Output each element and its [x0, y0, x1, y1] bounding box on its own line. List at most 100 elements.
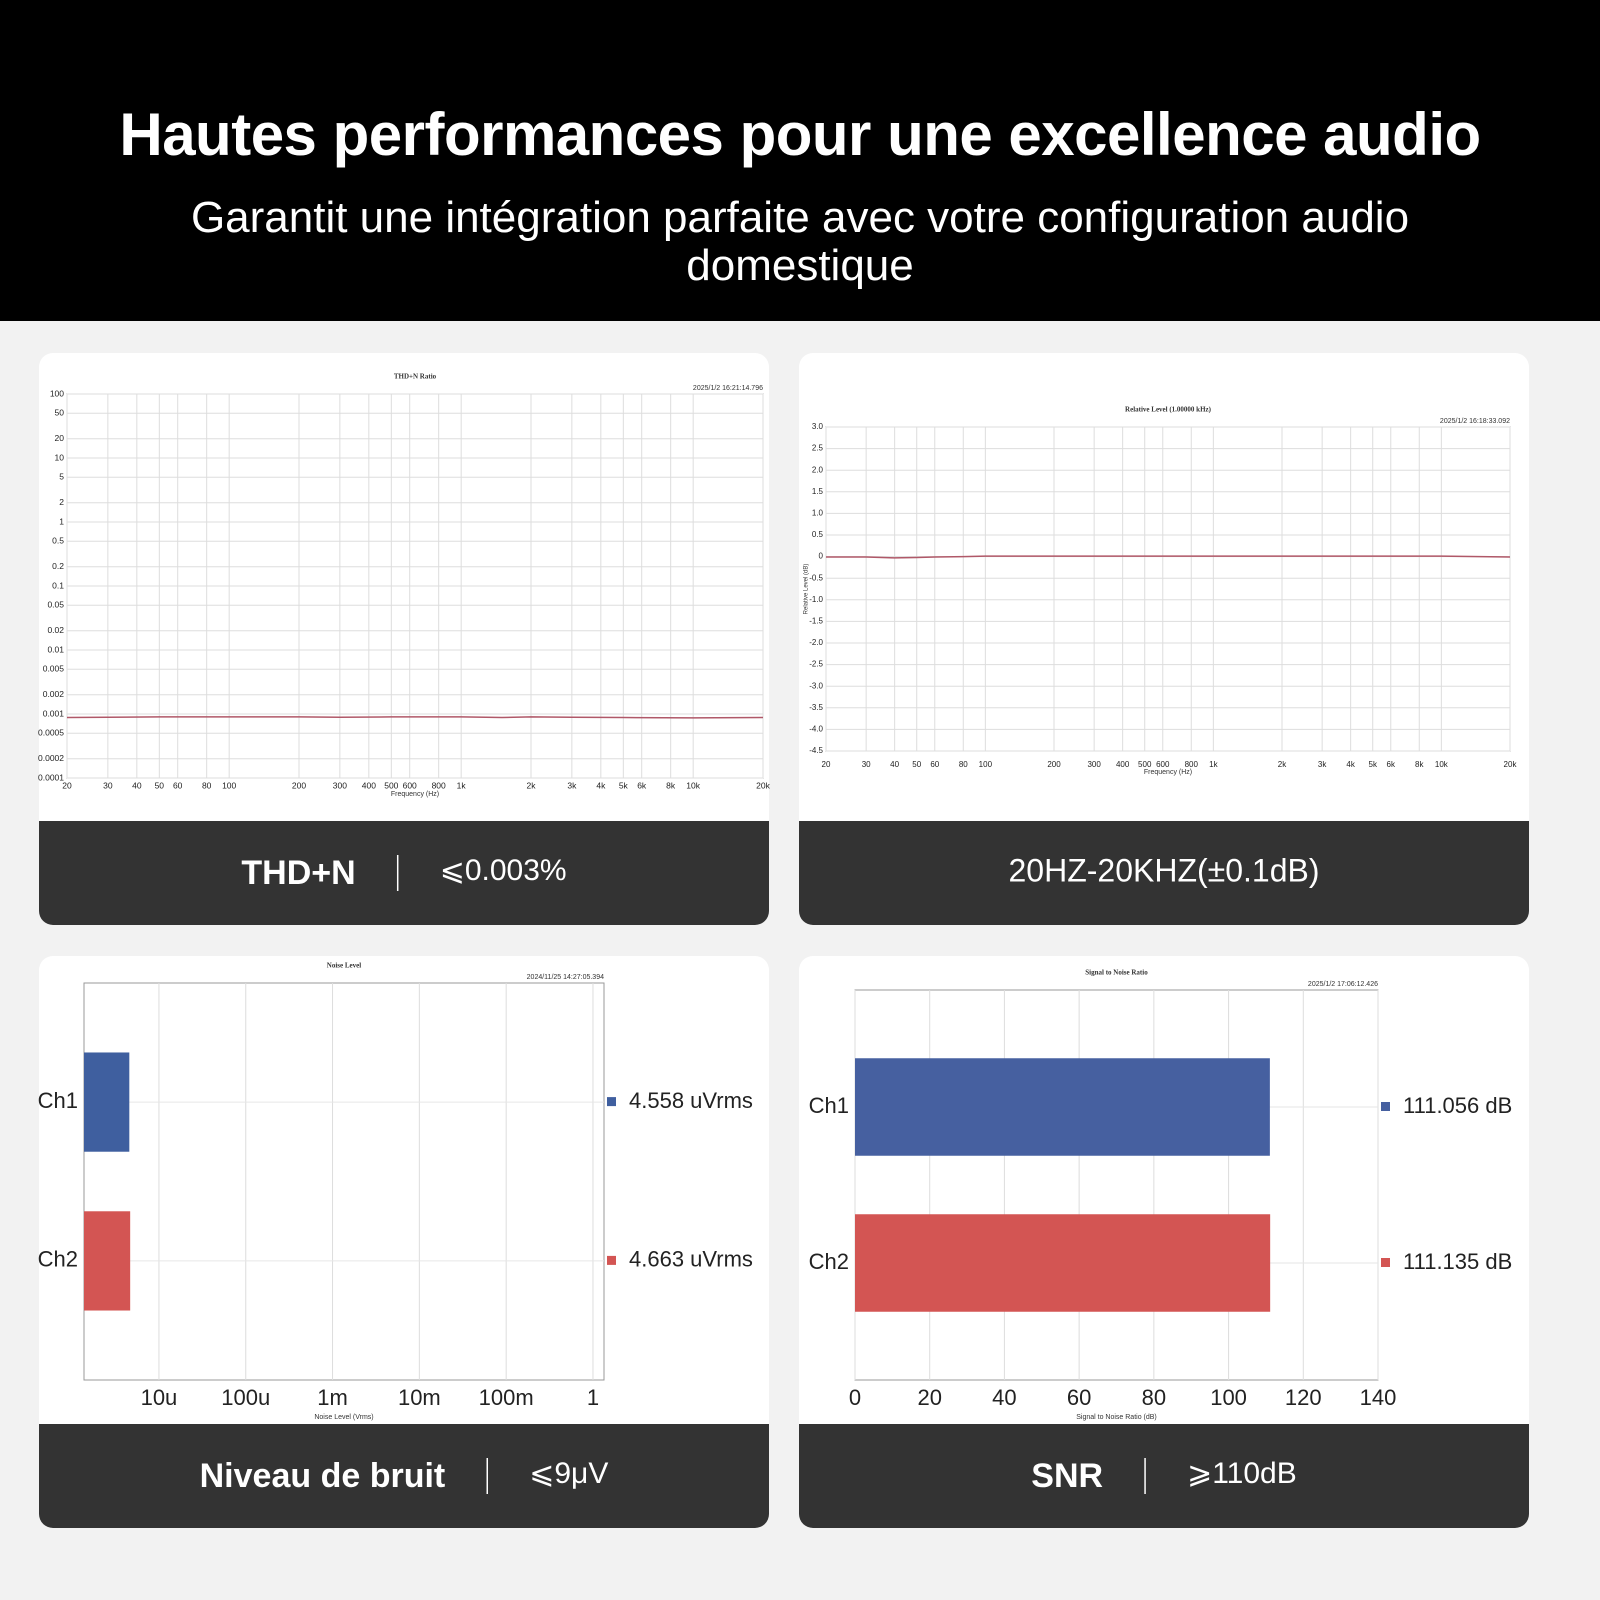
x-tick-label: 800	[432, 780, 446, 790]
x-tick-label: 100u	[221, 1385, 270, 1410]
caption-value: 20HZ-20KHZ(±0.1dB)	[1009, 852, 1320, 888]
category-label: Ch1	[809, 1093, 849, 1118]
x-tick-label: 1k	[457, 780, 467, 790]
x-tick-label: 8k	[666, 780, 676, 790]
legend-swatch	[1381, 1258, 1390, 1267]
x-tick-label: 6k	[1387, 760, 1396, 769]
line	[66, 716, 764, 719]
y-tick-label: 0.02	[47, 625, 64, 635]
x-tick-label: 100	[979, 760, 993, 769]
caption-label: Niveau de bruit	[200, 1457, 446, 1495]
category-label: Ch2	[809, 1249, 849, 1274]
x-tick-label: 2k	[1278, 760, 1287, 769]
x-tick-label: 50	[912, 760, 921, 769]
caption-bar	[799, 1424, 1529, 1528]
legend-swatch	[607, 1097, 616, 1107]
x-tick-label: 300	[1087, 760, 1101, 769]
caption-value: ⩾110dB	[1187, 1457, 1297, 1490]
y-tick-label: 10	[55, 452, 65, 462]
timestamp: 2025/1/2 16:18:33.092	[1440, 418, 1510, 425]
y-tick-label: -4.5	[809, 746, 823, 755]
x-tick-label: 8k	[1415, 760, 1424, 769]
x-tick-label: 40	[132, 780, 142, 790]
x-tick-label: 20k	[1504, 760, 1518, 769]
category-label: Ch1	[38, 1088, 78, 1113]
x-tick-label: 100	[222, 780, 236, 790]
x-tick-label: 40	[992, 1385, 1016, 1410]
x-tick-label: 20	[62, 780, 72, 790]
x-tick-label: 3k	[567, 780, 577, 790]
x-tick-label: 20k	[756, 780, 770, 790]
y-tick-label: 2	[59, 497, 64, 507]
x-tick-label: 500	[1138, 760, 1152, 769]
y-tick-label: -1.0	[809, 595, 823, 604]
x-tick-label: 4k	[1346, 760, 1355, 769]
x-tick-label: 50	[155, 780, 165, 790]
x-tick-label: 6k	[637, 780, 647, 790]
y-tick-label: -3.0	[809, 681, 823, 690]
y-tick-label: 50	[55, 408, 65, 418]
x-tick-label: 30	[103, 780, 113, 790]
x-tick-label: 60	[173, 780, 183, 790]
timestamp: 2025/1/2 16:21:14.796	[693, 385, 763, 392]
chart-title: Signal to Noise Ratio	[1085, 969, 1148, 977]
caption-label: SNR	[1031, 1457, 1103, 1495]
x-tick-label: 5k	[1369, 760, 1378, 769]
header-subtitle: Garantit une intégration parfaite avec v…	[190, 193, 1410, 290]
legend-swatch	[1381, 1102, 1390, 1111]
y-tick-label: -0.5	[809, 573, 823, 582]
value-label: 4.558 uVrms	[629, 1088, 753, 1113]
header: Hautes performances pour une excellence …	[0, 0, 1600, 321]
x-tick-label: 100m	[479, 1385, 534, 1410]
timestamp: 2024/11/25 14:27:05.394	[527, 974, 604, 981]
x-tick-label: 100	[1210, 1385, 1247, 1410]
y-tick-label: 0.01	[47, 644, 64, 654]
value-label: 111.135 dB	[1403, 1249, 1512, 1274]
bar	[855, 1058, 1270, 1156]
y-tick-label: -2.0	[809, 638, 823, 647]
x-tick-label: 30	[862, 760, 871, 769]
caption-value: ⩽9μV	[529, 1457, 608, 1490]
x-tick-label: 200	[292, 780, 306, 790]
chart-title: Noise Level	[327, 962, 361, 970]
y-tick-label: 1.5	[812, 487, 824, 496]
y-tick-label: 100	[50, 388, 64, 398]
bar	[84, 1211, 131, 1311]
x-tick-label: 1m	[317, 1385, 348, 1410]
x-tick-label: 300	[333, 780, 347, 790]
x-tick-label: 3k	[1318, 760, 1327, 769]
y-tick-label: 2.0	[812, 465, 824, 474]
y-tick-label: 0.0001	[38, 772, 64, 782]
y-tick-label: 20	[55, 433, 65, 443]
plot-area	[854, 989, 1379, 1381]
x-tick-label: 400	[362, 780, 376, 790]
x-axis-label: Frequency (Hz)	[391, 791, 439, 798]
bar	[855, 1214, 1271, 1312]
y-tick-label: 0.005	[43, 664, 65, 674]
y-axis-label: Relative Level (dB)	[804, 564, 810, 615]
y-tick-label: -2.5	[809, 660, 823, 669]
y-tick-label: 0.2	[52, 561, 64, 571]
x-tick-label: 600	[403, 780, 417, 790]
x-tick-label: 40	[890, 760, 899, 769]
x-tick-label: 10k	[1435, 760, 1449, 769]
x-tick-label: 10u	[141, 1385, 178, 1410]
x-axis-label: Frequency (Hz)	[1144, 769, 1192, 776]
value-label: 111.056 dB	[1403, 1093, 1512, 1118]
chart-title: THD+N Ratio	[394, 373, 437, 381]
caption-label: THD+N	[241, 854, 355, 892]
x-tick-label: 1	[587, 1385, 599, 1410]
caption-bar	[39, 821, 769, 925]
y-tick-label: 0.5	[52, 536, 64, 546]
x-tick-label: 400	[1116, 760, 1130, 769]
legend-swatch	[607, 1255, 616, 1265]
y-tick-label: 0.002	[43, 689, 65, 699]
x-tick-label: 80	[1142, 1385, 1166, 1410]
line	[826, 555, 1511, 559]
x-axis-label: Signal to Noise Ratio (dB)	[1076, 1414, 1157, 1421]
x-tick-label: 80	[959, 760, 968, 769]
category-label: Ch2	[38, 1247, 78, 1272]
x-tick-label: 1k	[1209, 760, 1218, 769]
